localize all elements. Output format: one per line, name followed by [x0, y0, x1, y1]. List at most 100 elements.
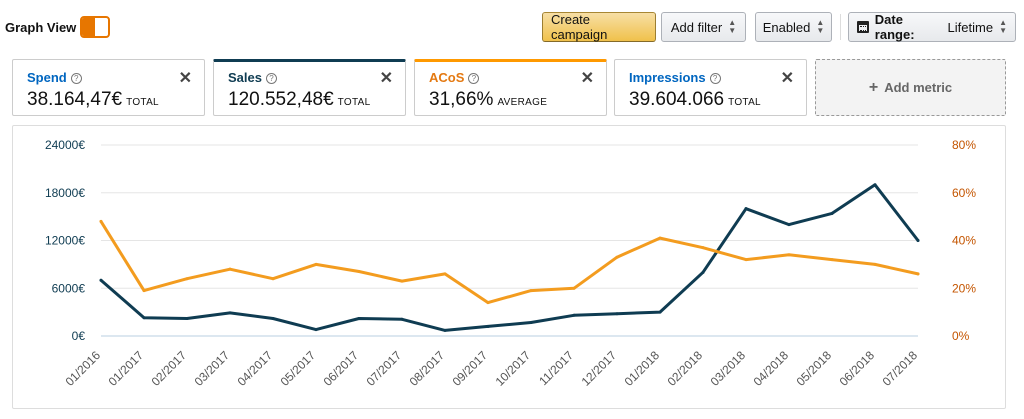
add-metric-label: Add metric: [884, 80, 953, 95]
metric-unit: TOTAL: [126, 97, 159, 108]
acos-series-line: [99, 219, 920, 305]
acos-data-point: [873, 262, 877, 266]
sales-data-point: [701, 270, 705, 274]
x-tick-label: 08/2017: [407, 348, 448, 389]
updown-caret-icon: ▲ ▼: [728, 18, 737, 35]
metric-title: ACoS?: [429, 70, 480, 85]
help-icon[interactable]: ?: [709, 73, 721, 84]
add-filter-button[interactable]: Add filter ▲ ▼: [661, 12, 746, 42]
acos-data-point: [314, 262, 318, 266]
toggle-knob: [82, 18, 95, 36]
metric-value-text: 38.164,47€: [27, 89, 123, 110]
x-tick-label: 05/2017: [278, 348, 319, 389]
add-filter-label: Add filter: [670, 19, 723, 35]
metric-card-impressions[interactable]: Impressions? 39.604.066 TOTAL ✕: [614, 59, 807, 116]
acos-data-point: [830, 258, 834, 262]
metric-value-text: 39.604.066: [629, 89, 725, 110]
create-campaign-label: Create campaign: [551, 12, 608, 42]
date-range-value: Lifetime: [947, 19, 994, 35]
sales-data-point: [658, 310, 662, 314]
sales-data-point: [572, 313, 576, 317]
close-icon[interactable]: ✕: [379, 70, 393, 87]
metric-unit: AVERAGE: [497, 97, 548, 108]
acos-data-point: [271, 277, 275, 281]
metric-title: Impressions?: [629, 70, 721, 85]
x-tick-label: 04/2018: [751, 348, 792, 389]
metric-title: Spend?: [27, 70, 82, 85]
y-left-tick-label: 24000€: [45, 138, 85, 152]
acos-data-point: [529, 289, 533, 293]
plus-icon: +: [868, 78, 879, 96]
metric-value: 120.552,48€ TOTAL: [228, 89, 370, 111]
sales-data-point: [185, 316, 189, 320]
y-left-tick-label: 12000€: [45, 234, 85, 248]
metric-value-text: 120.552,48€: [228, 89, 334, 110]
graph-view-toggle[interactable]: [80, 16, 110, 38]
x-tick-label: 07/2017: [364, 348, 405, 389]
updown-caret-icon: ▲ ▼: [816, 18, 825, 35]
help-icon[interactable]: ?: [265, 73, 277, 84]
create-campaign-button[interactable]: Create campaign: [542, 12, 656, 42]
help-icon[interactable]: ?: [70, 73, 82, 84]
x-tick-label: 05/2018: [794, 348, 835, 389]
close-icon[interactable]: ✕: [780, 70, 794, 87]
x-tick-label: 01/2017: [106, 348, 147, 389]
y-left-tick-label: 18000€: [45, 186, 85, 200]
line-chart: 24000€ 80% 18000€ 60% 12000€ 40% 6000€ 20% 0€ 0% 0…: [45, 138, 976, 389]
x-tick-label: 04/2017: [235, 348, 276, 389]
acos-data-point: [443, 272, 447, 276]
acos-data-point: [744, 258, 748, 262]
sales-data-point: [916, 239, 920, 242]
sales-data-point: [529, 320, 533, 324]
y-right-tick-label: 0%: [952, 329, 970, 343]
sales-data-point: [400, 317, 404, 321]
x-tick-label: 11/2017: [536, 348, 576, 388]
enabled-filter-dropdown[interactable]: Enabled ▲ ▼: [755, 12, 832, 42]
acos-data-point: [701, 246, 705, 250]
metric-card-spend[interactable]: Spend? 38.164,47€ TOTAL ✕: [12, 59, 205, 116]
metric-value-text: 31,66%: [429, 89, 494, 110]
y-right-tick-label: 20%: [952, 281, 976, 295]
sales-data-point: [744, 207, 748, 211]
add-metric-button[interactable]: + Add metric: [815, 59, 1006, 116]
metric-card-sales[interactable]: Sales? 120.552,48€ TOTAL ✕: [213, 59, 406, 116]
updown-caret-icon: ▲ ▼: [999, 18, 1007, 35]
metric-unit: TOTAL: [728, 97, 761, 108]
sales-data-point: [830, 211, 834, 215]
x-tick-label: 01/2016: [63, 348, 104, 389]
acos-data-point: [185, 277, 189, 281]
y-right-tick-label: 60%: [952, 186, 976, 200]
acos-data-point: [486, 301, 490, 305]
close-icon[interactable]: ✕: [178, 70, 192, 87]
acos-data-point: [142, 289, 146, 293]
y-left-tick-label: 0€: [72, 329, 86, 343]
sales-data-point: [486, 324, 490, 328]
x-tick-label: 07/2018: [880, 348, 921, 389]
date-range-dropdown[interactable]: Date range: Lifetime ▲ ▼: [848, 12, 1016, 42]
sales-data-point: [228, 311, 232, 315]
help-icon[interactable]: ?: [468, 73, 480, 84]
x-tick-label: 03/2018: [708, 348, 749, 389]
acos-data-point: [787, 253, 791, 257]
chart-panel: 24000€ 80% 18000€ 60% 12000€ 40% 6000€ 20% 0€ 0% 0…: [12, 125, 1006, 409]
sales-data-point: [357, 316, 361, 320]
x-tick-label: 12/2017: [579, 348, 620, 389]
calendar-icon: [857, 21, 869, 33]
metric-value: 39.604.066 TOTAL: [629, 89, 761, 111]
sales-data-point: [443, 328, 447, 332]
x-tick-label: 06/2017: [321, 348, 362, 389]
metric-unit: TOTAL: [337, 97, 371, 108]
sales-data-point: [99, 278, 103, 282]
metric-value: 38.164,47€ TOTAL: [27, 89, 159, 111]
sales-data-point: [615, 312, 619, 316]
toolbar-divider: [840, 14, 841, 40]
metric-title-text: ACoS: [429, 70, 465, 85]
sales-data-point: [142, 316, 146, 320]
metric-title-text: Sales: [228, 70, 262, 85]
metric-card-acos[interactable]: ACoS? 31,66% AVERAGE ✕: [414, 59, 607, 116]
close-icon[interactable]: ✕: [580, 70, 594, 87]
y-left-tick-label: 6000€: [52, 281, 86, 295]
sales-data-point: [271, 316, 275, 320]
x-tick-label: 03/2017: [192, 348, 233, 389]
x-tick-label: 02/2018: [665, 348, 706, 389]
